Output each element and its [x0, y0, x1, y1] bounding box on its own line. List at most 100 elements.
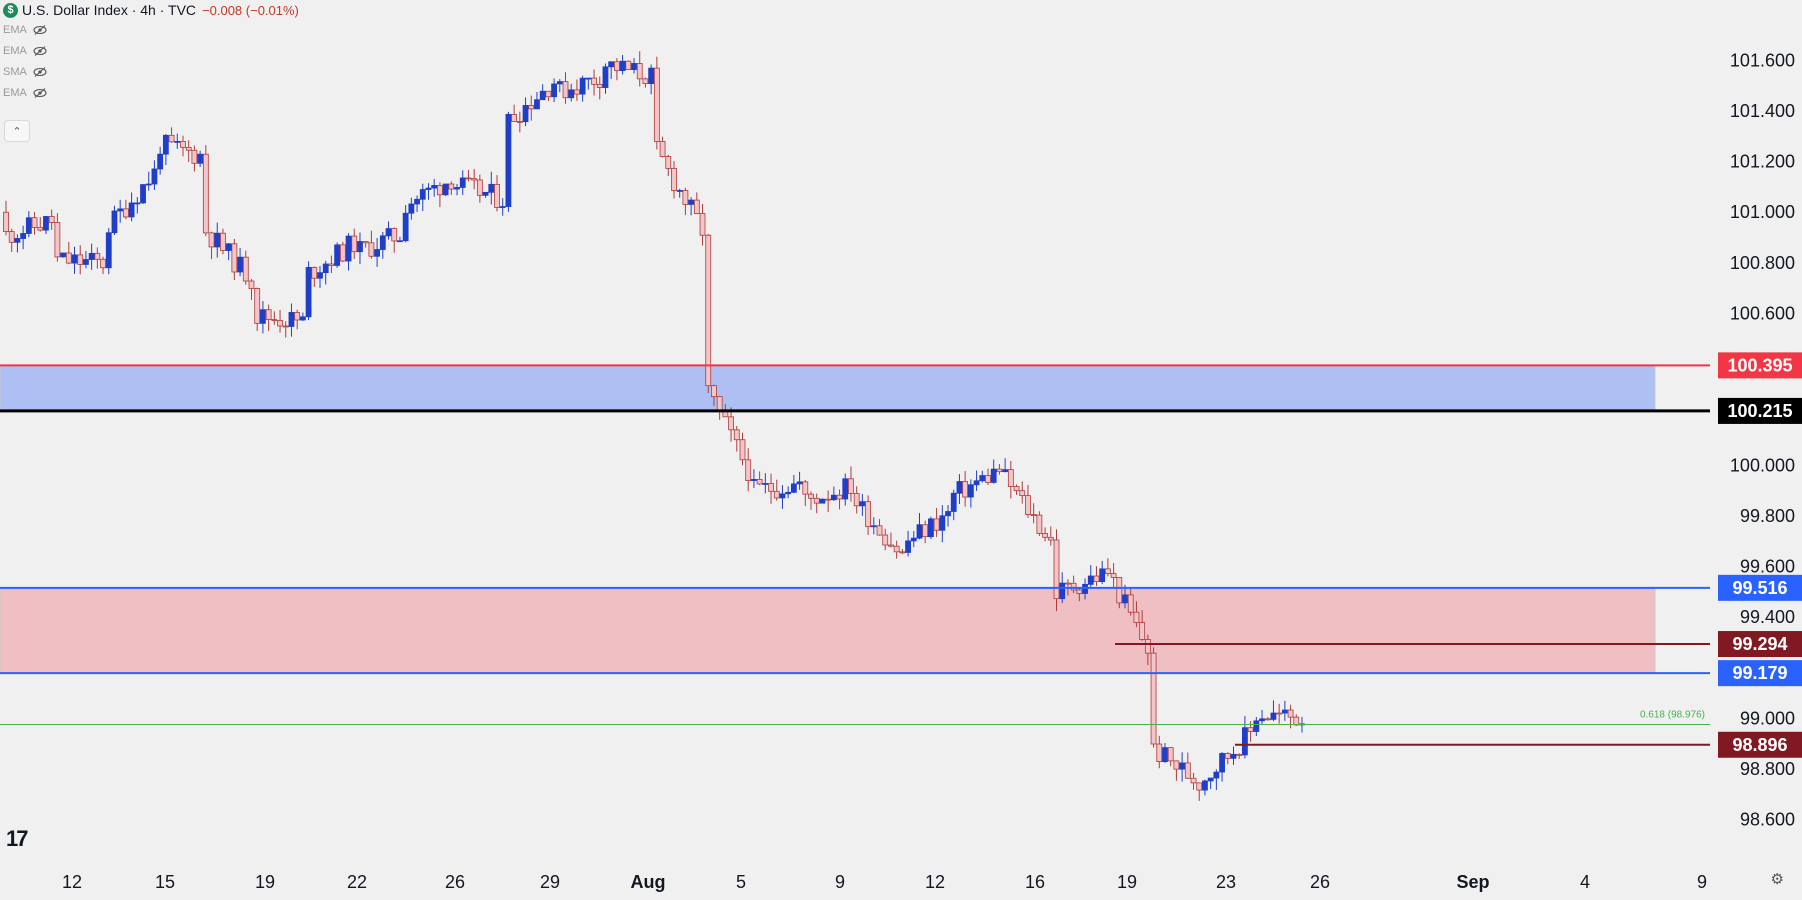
- candle-body: [362, 241, 369, 244]
- time-tick-label: 19: [255, 872, 275, 892]
- candle-body: [556, 81, 563, 85]
- candle-body: [705, 234, 712, 387]
- time-tick-label: 26: [1310, 872, 1330, 892]
- candle-up: [299, 312, 306, 321]
- candle-body: [1287, 709, 1294, 718]
- time-tick-label: 12: [62, 872, 82, 892]
- eye-off-icon[interactable]: [33, 67, 47, 77]
- price-tick-label: 99.000: [1740, 708, 1795, 728]
- candle-up: [151, 160, 158, 190]
- candle-body: [185, 146, 192, 151]
- candle-down: [865, 495, 871, 536]
- indicator-row[interactable]: EMA: [3, 24, 47, 36]
- candle-body: [1270, 712, 1277, 720]
- candle-up: [956, 474, 963, 504]
- candle-body: [659, 141, 666, 157]
- candle-down: [996, 464, 1003, 475]
- candle-body: [1219, 753, 1225, 773]
- indicator-row[interactable]: EMA: [3, 87, 47, 99]
- symbol-title[interactable]: U.S. Dollar Index · 4h · TVC: [22, 2, 197, 18]
- candle-body: [254, 288, 261, 324]
- candle-body: [248, 280, 255, 289]
- candle-down: [242, 250, 249, 285]
- candle-down: [328, 255, 335, 274]
- candle-up: [790, 474, 797, 494]
- candle-body: [568, 89, 575, 99]
- level-label: 99.179: [1732, 663, 1787, 683]
- candle-up: [973, 470, 980, 491]
- candle-body: [242, 256, 249, 282]
- candle-body: [808, 493, 814, 499]
- candle-body: [83, 259, 89, 265]
- indicator-row[interactable]: EMA: [3, 45, 47, 57]
- candle-down: [1167, 747, 1174, 767]
- candle-down: [1104, 558, 1111, 577]
- chevron-up-icon[interactable]: ⌃: [4, 120, 30, 142]
- time-axis[interactable]: 12 15 19 22 26 29 Aug 5 9 12 16 19 23 26 Sep 4 9: [62, 872, 1707, 892]
- candle-down: [1025, 484, 1031, 518]
- candle-body: [682, 190, 689, 205]
- candle-body: [168, 134, 175, 143]
- time-tick-label: 26: [445, 872, 465, 892]
- candle-body: [100, 258, 106, 269]
- candle-body: [653, 67, 660, 142]
- candle-body: [431, 185, 438, 189]
- candle-down: [1236, 753, 1243, 759]
- candle-up: [1242, 716, 1248, 759]
- candle-body: [899, 551, 906, 554]
- candle-body: [397, 240, 403, 243]
- price-axis[interactable]: 101.600 101.400 101.200 101.000 100.800 100.6…: [1730, 50, 1795, 829]
- candle-body: [596, 83, 603, 88]
- candle-body: [1133, 611, 1140, 624]
- candle-body: [967, 484, 974, 498]
- candle-body: [625, 60, 632, 70]
- tradingview-logo[interactable]: 17: [6, 826, 29, 851]
- candle-up: [916, 512, 923, 540]
- candle-down: [711, 384, 717, 407]
- candle-down: [277, 309, 283, 333]
- gear-icon[interactable]: ⚙: [1770, 871, 1784, 888]
- price-tick-label: 98.800: [1740, 759, 1795, 779]
- level-label-bg: [1718, 574, 1802, 601]
- candle-up: [762, 473, 769, 494]
- candle-down: [471, 168, 478, 190]
- candle-down: [745, 448, 752, 492]
- candle-down: [1007, 460, 1014, 499]
- candle-up: [397, 236, 403, 243]
- candle-down: [528, 95, 535, 121]
- candle-body: [716, 396, 723, 411]
- candle-down: [756, 471, 763, 486]
- candle-body: [465, 177, 472, 180]
- candle-body: [419, 189, 426, 200]
- candle-up: [1002, 458, 1009, 473]
- candle-up: [305, 261, 312, 321]
- candle-body: [339, 244, 346, 262]
- candle-down: [848, 466, 854, 502]
- price-tick-label: 101.000: [1730, 202, 1795, 222]
- level-label: 98.896: [1732, 735, 1787, 755]
- candle-up: [927, 516, 934, 540]
- indicator-row[interactable]: SMA: [3, 66, 47, 78]
- candle-down: [813, 493, 820, 514]
- candle-down: [37, 217, 44, 232]
- candle-up: [162, 134, 169, 166]
- candle-down: [254, 287, 261, 331]
- candle-body: [893, 545, 900, 553]
- eye-off-icon[interactable]: [33, 25, 47, 35]
- candle-down: [985, 468, 991, 485]
- candle-body: [1196, 782, 1203, 791]
- candle-body: [374, 249, 381, 257]
- candle-body: [231, 243, 238, 273]
- price-tick-label: 101.200: [1730, 152, 1795, 172]
- candle-up: [1259, 709, 1265, 725]
- eye-off-icon[interactable]: [33, 88, 47, 98]
- candle-body: [602, 66, 609, 88]
- candle-body: [796, 481, 803, 485]
- candle-up: [60, 252, 66, 258]
- candle-up: [442, 183, 449, 196]
- candle-body: [1162, 747, 1168, 763]
- candle-up: [676, 188, 683, 198]
- eye-off-icon[interactable]: [33, 46, 47, 56]
- candle-down: [1070, 575, 1077, 594]
